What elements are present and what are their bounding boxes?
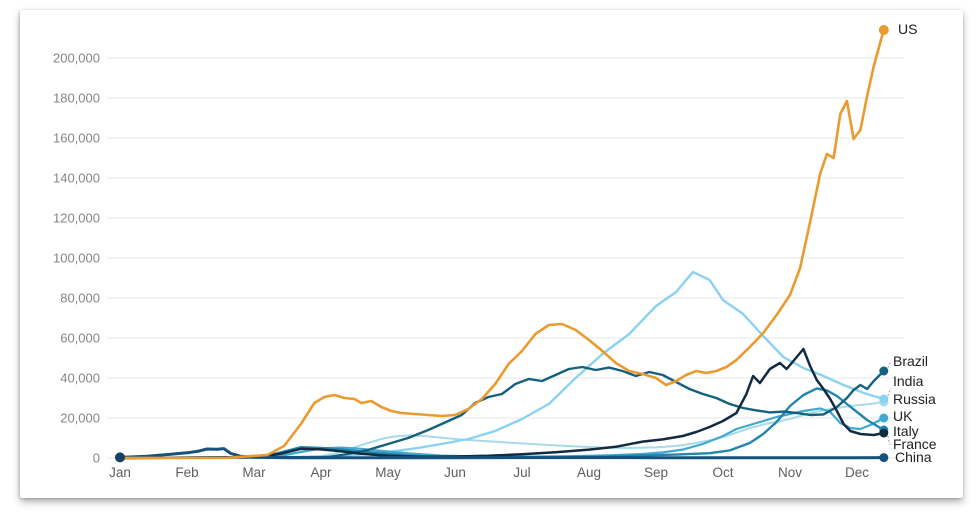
leader-line-france: [887, 435, 891, 446]
leader-line-india: [887, 387, 892, 397]
line-brazil: [118, 365, 885, 460]
x-axis-tick-label: Dec: [845, 465, 869, 480]
x-axis-tick-label: Sep: [644, 465, 668, 480]
endpoint-dot-india: [879, 394, 889, 404]
y-axis-tick-label: 120,000: [53, 211, 100, 226]
startpoint-dot-china: [115, 452, 125, 463]
series-label-russia: Russia: [893, 391, 936, 407]
endpoint-dot-brazil: [879, 366, 889, 376]
x-axis-tick-label: Oct: [712, 465, 733, 480]
y-axis-tick-label: 100,000: [53, 251, 100, 266]
y-axis-tick-label: 60,000: [60, 331, 100, 346]
line-russia: [119, 401, 885, 459]
x-axis-tick-label: Mar: [242, 465, 266, 480]
covid-cases-line-chart: 0 20,000 40,000 60,000 80,000 100,000 120,000 1…: [53, 25, 904, 480]
x-axis-tick-label: Jul: [513, 465, 530, 480]
line-us: [118, 28, 886, 460]
y-axis-tick-label: 20,000: [60, 411, 100, 426]
y-axis-tick-label: 200,000: [53, 51, 100, 66]
leader-line-brazil: [887, 360, 892, 369]
series-label-brazil: Brazil: [893, 353, 929, 369]
endpoint-dot-china: [879, 453, 889, 463]
endpoint-dot-uk: [879, 413, 889, 423]
line-india: [118, 270, 885, 460]
x-axis-tick-label: May: [375, 465, 401, 480]
series-label-uk: UK: [893, 408, 913, 424]
y-axis-tick-label: 140,000: [53, 171, 100, 186]
x-axis-tick-label: Aug: [577, 465, 601, 480]
line-italy: [118, 387, 885, 460]
x-axis-tick-label: Nov: [778, 465, 802, 480]
series-label-italy: Italy: [893, 423, 919, 439]
series-label-us: US: [898, 21, 918, 37]
endpoint-dot-us: [878, 25, 889, 35]
line-france: [118, 347, 886, 460]
x-axis-tick-label: Jun: [444, 465, 466, 480]
series-label-china: China: [895, 449, 932, 465]
series-label-france: France: [893, 436, 937, 452]
series-label-india: India: [893, 373, 924, 389]
endpoint-dot-france: [879, 428, 889, 438]
y-axis-tick-label: 180,000: [53, 91, 100, 106]
x-axis-tick-label: Feb: [175, 465, 198, 480]
y-axis-tick-label: 40,000: [60, 371, 100, 386]
y-axis-tick-label: 80,000: [60, 291, 100, 306]
x-axis-tick-label: Apr: [310, 465, 332, 480]
line-uk: [118, 407, 885, 460]
y-axis-tick-label: 0: [93, 451, 100, 466]
y-axis-tick-label: 160,000: [53, 131, 100, 146]
x-axis-tick-label: Jan: [109, 465, 131, 480]
chart-card: 0 20,000 40,000 60,000 80,000 100,000 120,000 1…: [20, 10, 963, 498]
